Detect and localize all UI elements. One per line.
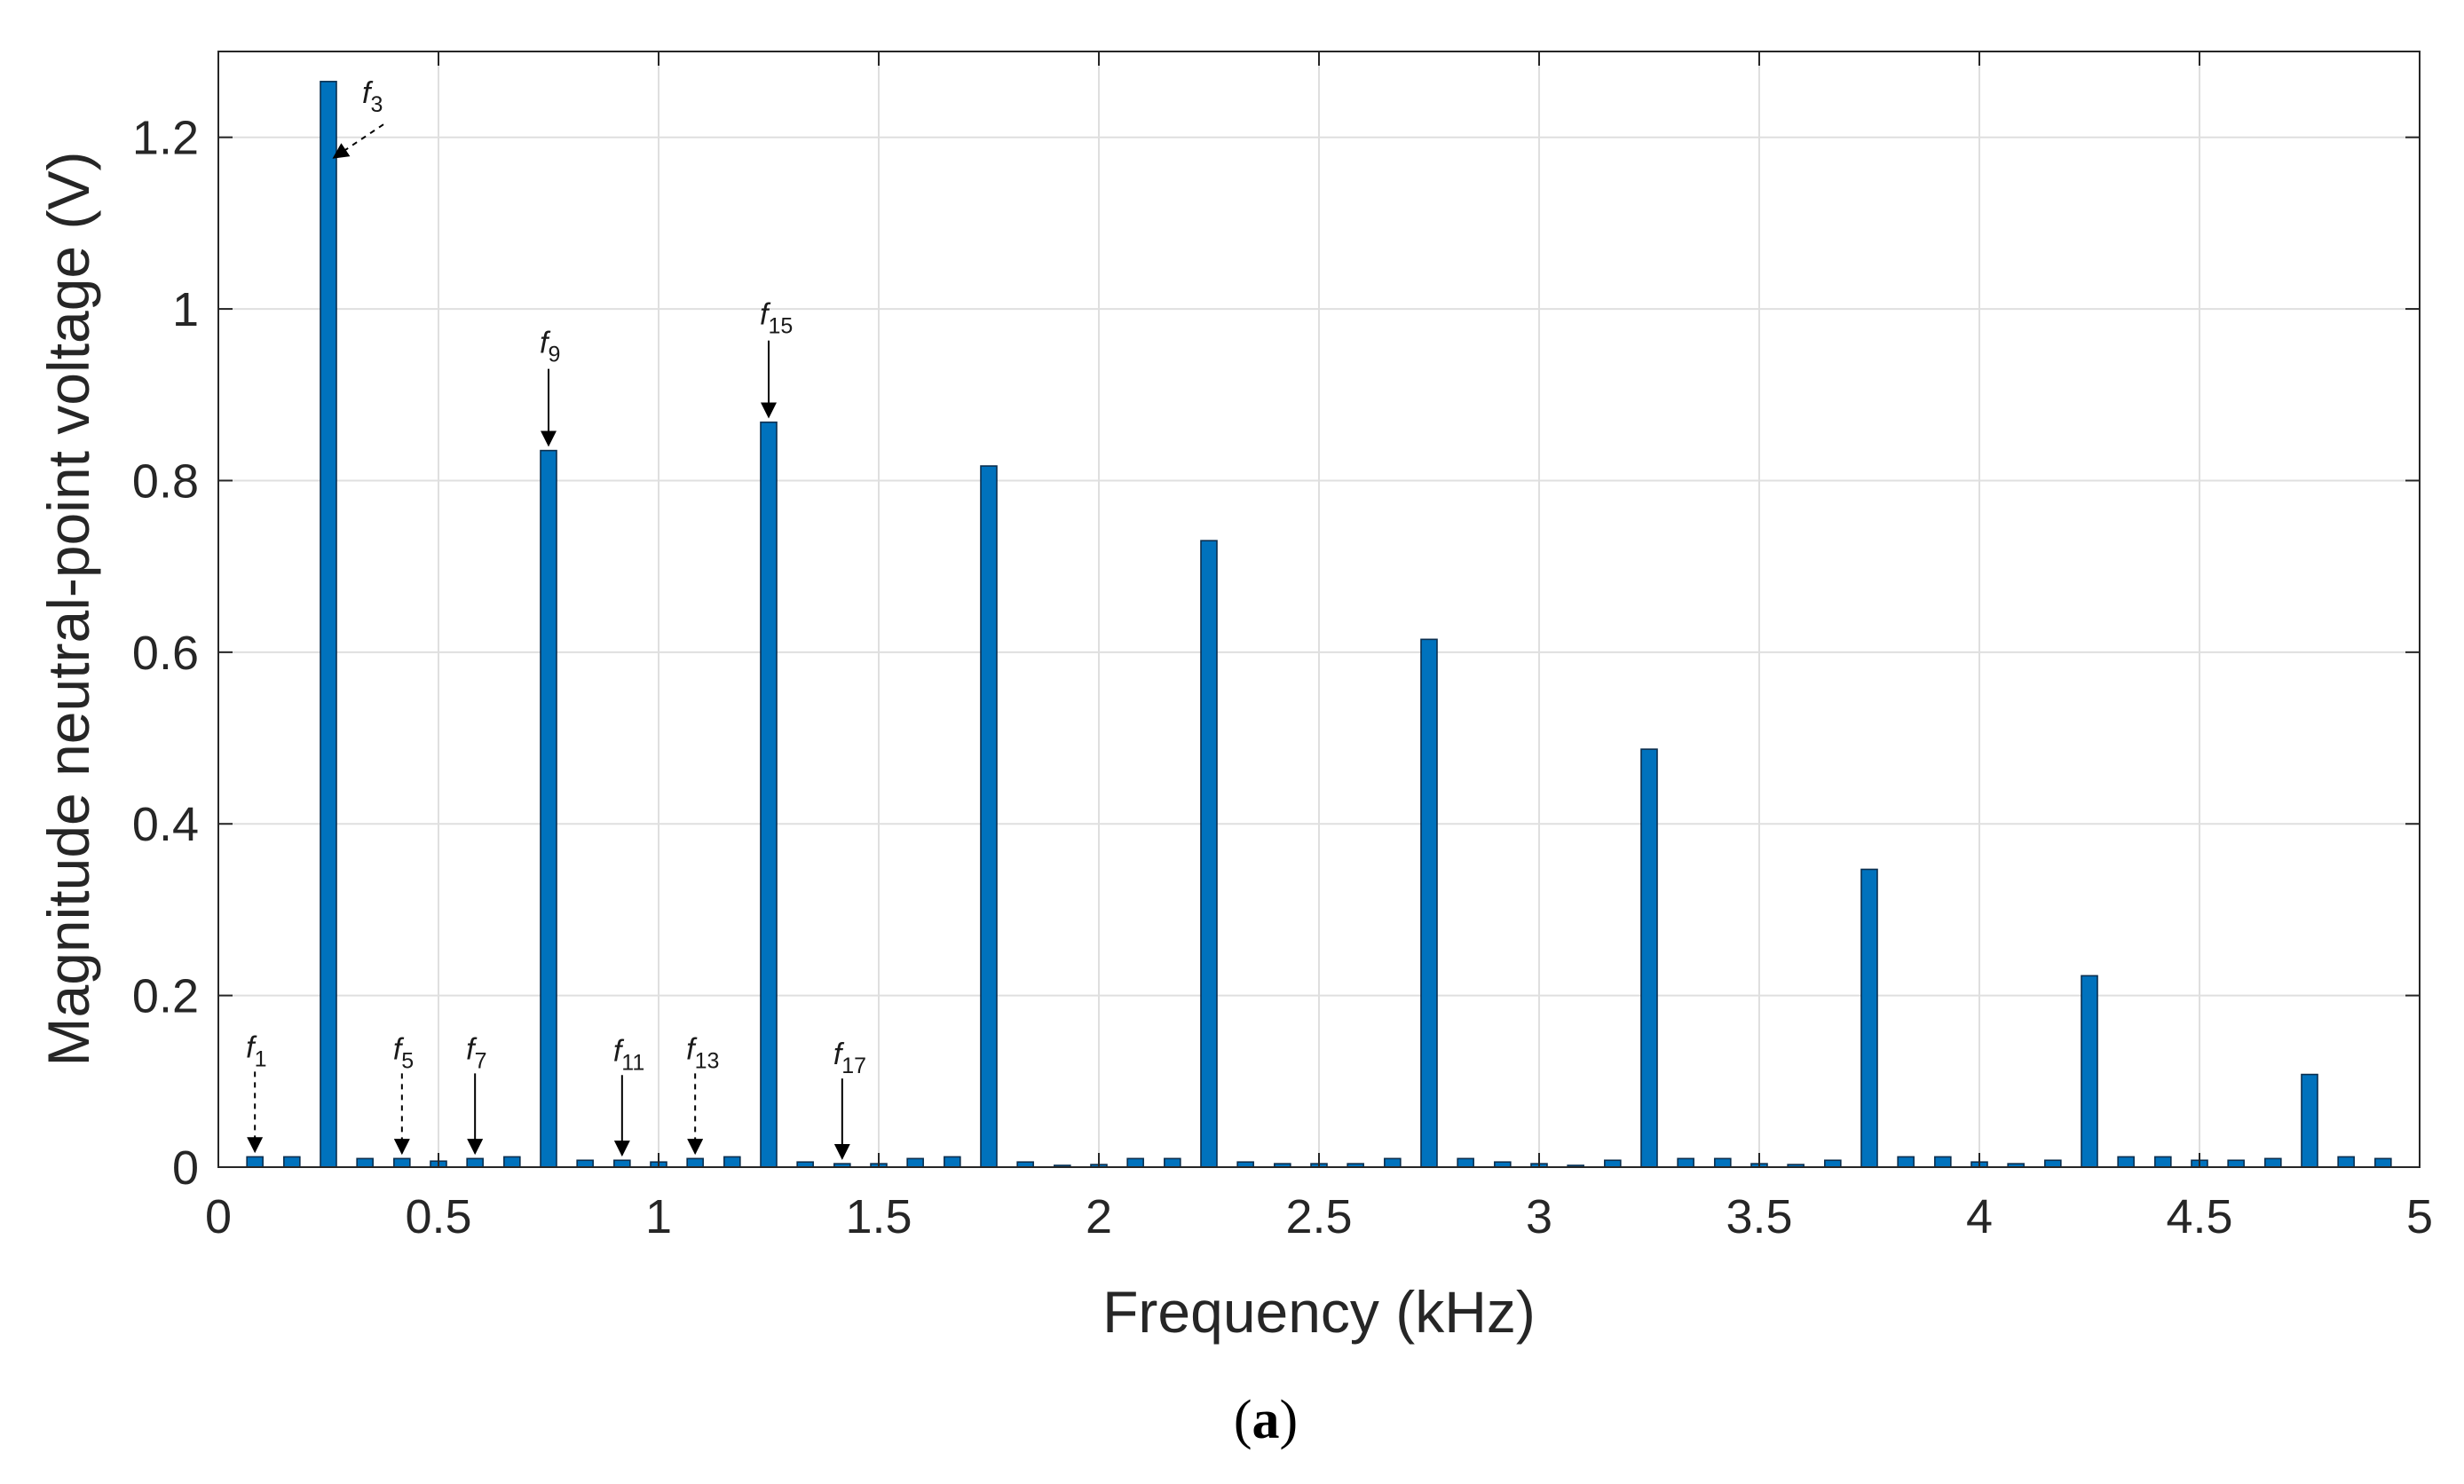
bar [503,1156,521,1168]
y-tick-label: 0.6 [132,627,199,680]
bar [1860,868,1878,1168]
bar [2301,1073,2318,1168]
harmonic-annotation: f9 [540,327,560,447]
bar [466,1157,484,1168]
bar [944,1156,961,1168]
bar [1164,1157,1181,1168]
bar [393,1157,411,1168]
bar [2117,1156,2135,1168]
x-tick-label: 0 [205,1190,232,1243]
bar [2044,1159,2062,1168]
bar [723,1156,741,1168]
bar [1126,1157,1144,1168]
x-tick-label: 2 [1086,1190,1112,1243]
y-tick-label: 1.2 [132,112,199,165]
x-tick-label: 1.5 [845,1190,912,1243]
bar [356,1157,374,1168]
bar [2081,975,2098,1168]
x-tick-label: 4 [1966,1190,1993,1243]
x-tick-labels: 0 0.5 1 1.5 2 2.5 3 3.5 4 4.5 5 [205,1190,2433,1243]
bar [1934,1156,1952,1168]
bar [1420,638,1438,1168]
bar [576,1159,594,1168]
harmonic-annotation: f17 [833,1038,866,1160]
bar [980,465,998,1168]
bar [2227,1159,2245,1168]
y-tick-label: 1 [172,283,199,336]
x-tick-label: 3.5 [1726,1190,1792,1243]
x-axis-title: Frequency (kHz) [1102,1279,1536,1345]
bar [686,1157,704,1168]
bar [320,81,337,1168]
ticks [217,51,2421,1168]
bar [246,1156,264,1168]
y-axis-title: Magnitude neutral-point voltage (V) [36,152,101,1067]
y-tick-labels: 0 0.2 0.4 0.6 0.8 1 1.2 [132,112,199,1195]
bar [906,1157,924,1168]
bar [2264,1157,2282,1168]
x-tick-label: 0.5 [405,1190,471,1243]
x-tick-label: 5 [2406,1190,2433,1243]
bar [1457,1157,1474,1168]
bar [283,1156,301,1168]
x-tick-label: 2.5 [1285,1190,1352,1243]
x-tick-label: 1 [645,1190,672,1243]
bar [2154,1156,2172,1168]
bar [1677,1157,1694,1168]
bar [613,1159,631,1168]
bar [1640,748,1658,1168]
bar [1384,1157,1402,1168]
bar [540,449,557,1168]
bars [246,81,2392,1168]
y-tick-label: 0.8 [132,454,199,508]
figure-caption: (a) [1234,1390,1298,1450]
bar [2337,1156,2355,1168]
bar [1200,540,1218,1168]
bar [760,421,778,1168]
bar [1604,1159,1622,1168]
bar [1714,1157,1732,1168]
y-tick-label: 0 [172,1141,199,1195]
bar [2374,1157,2392,1168]
y-tick-label: 0.4 [132,798,199,851]
harmonic-annotation: f5 [393,1032,414,1156]
bar [1897,1156,1915,1168]
x-tick-label: 3 [1526,1190,1552,1243]
x-tick-label: 4.5 [2166,1190,2232,1243]
bar [1824,1159,1842,1168]
y-tick-label: 0.2 [132,970,199,1023]
